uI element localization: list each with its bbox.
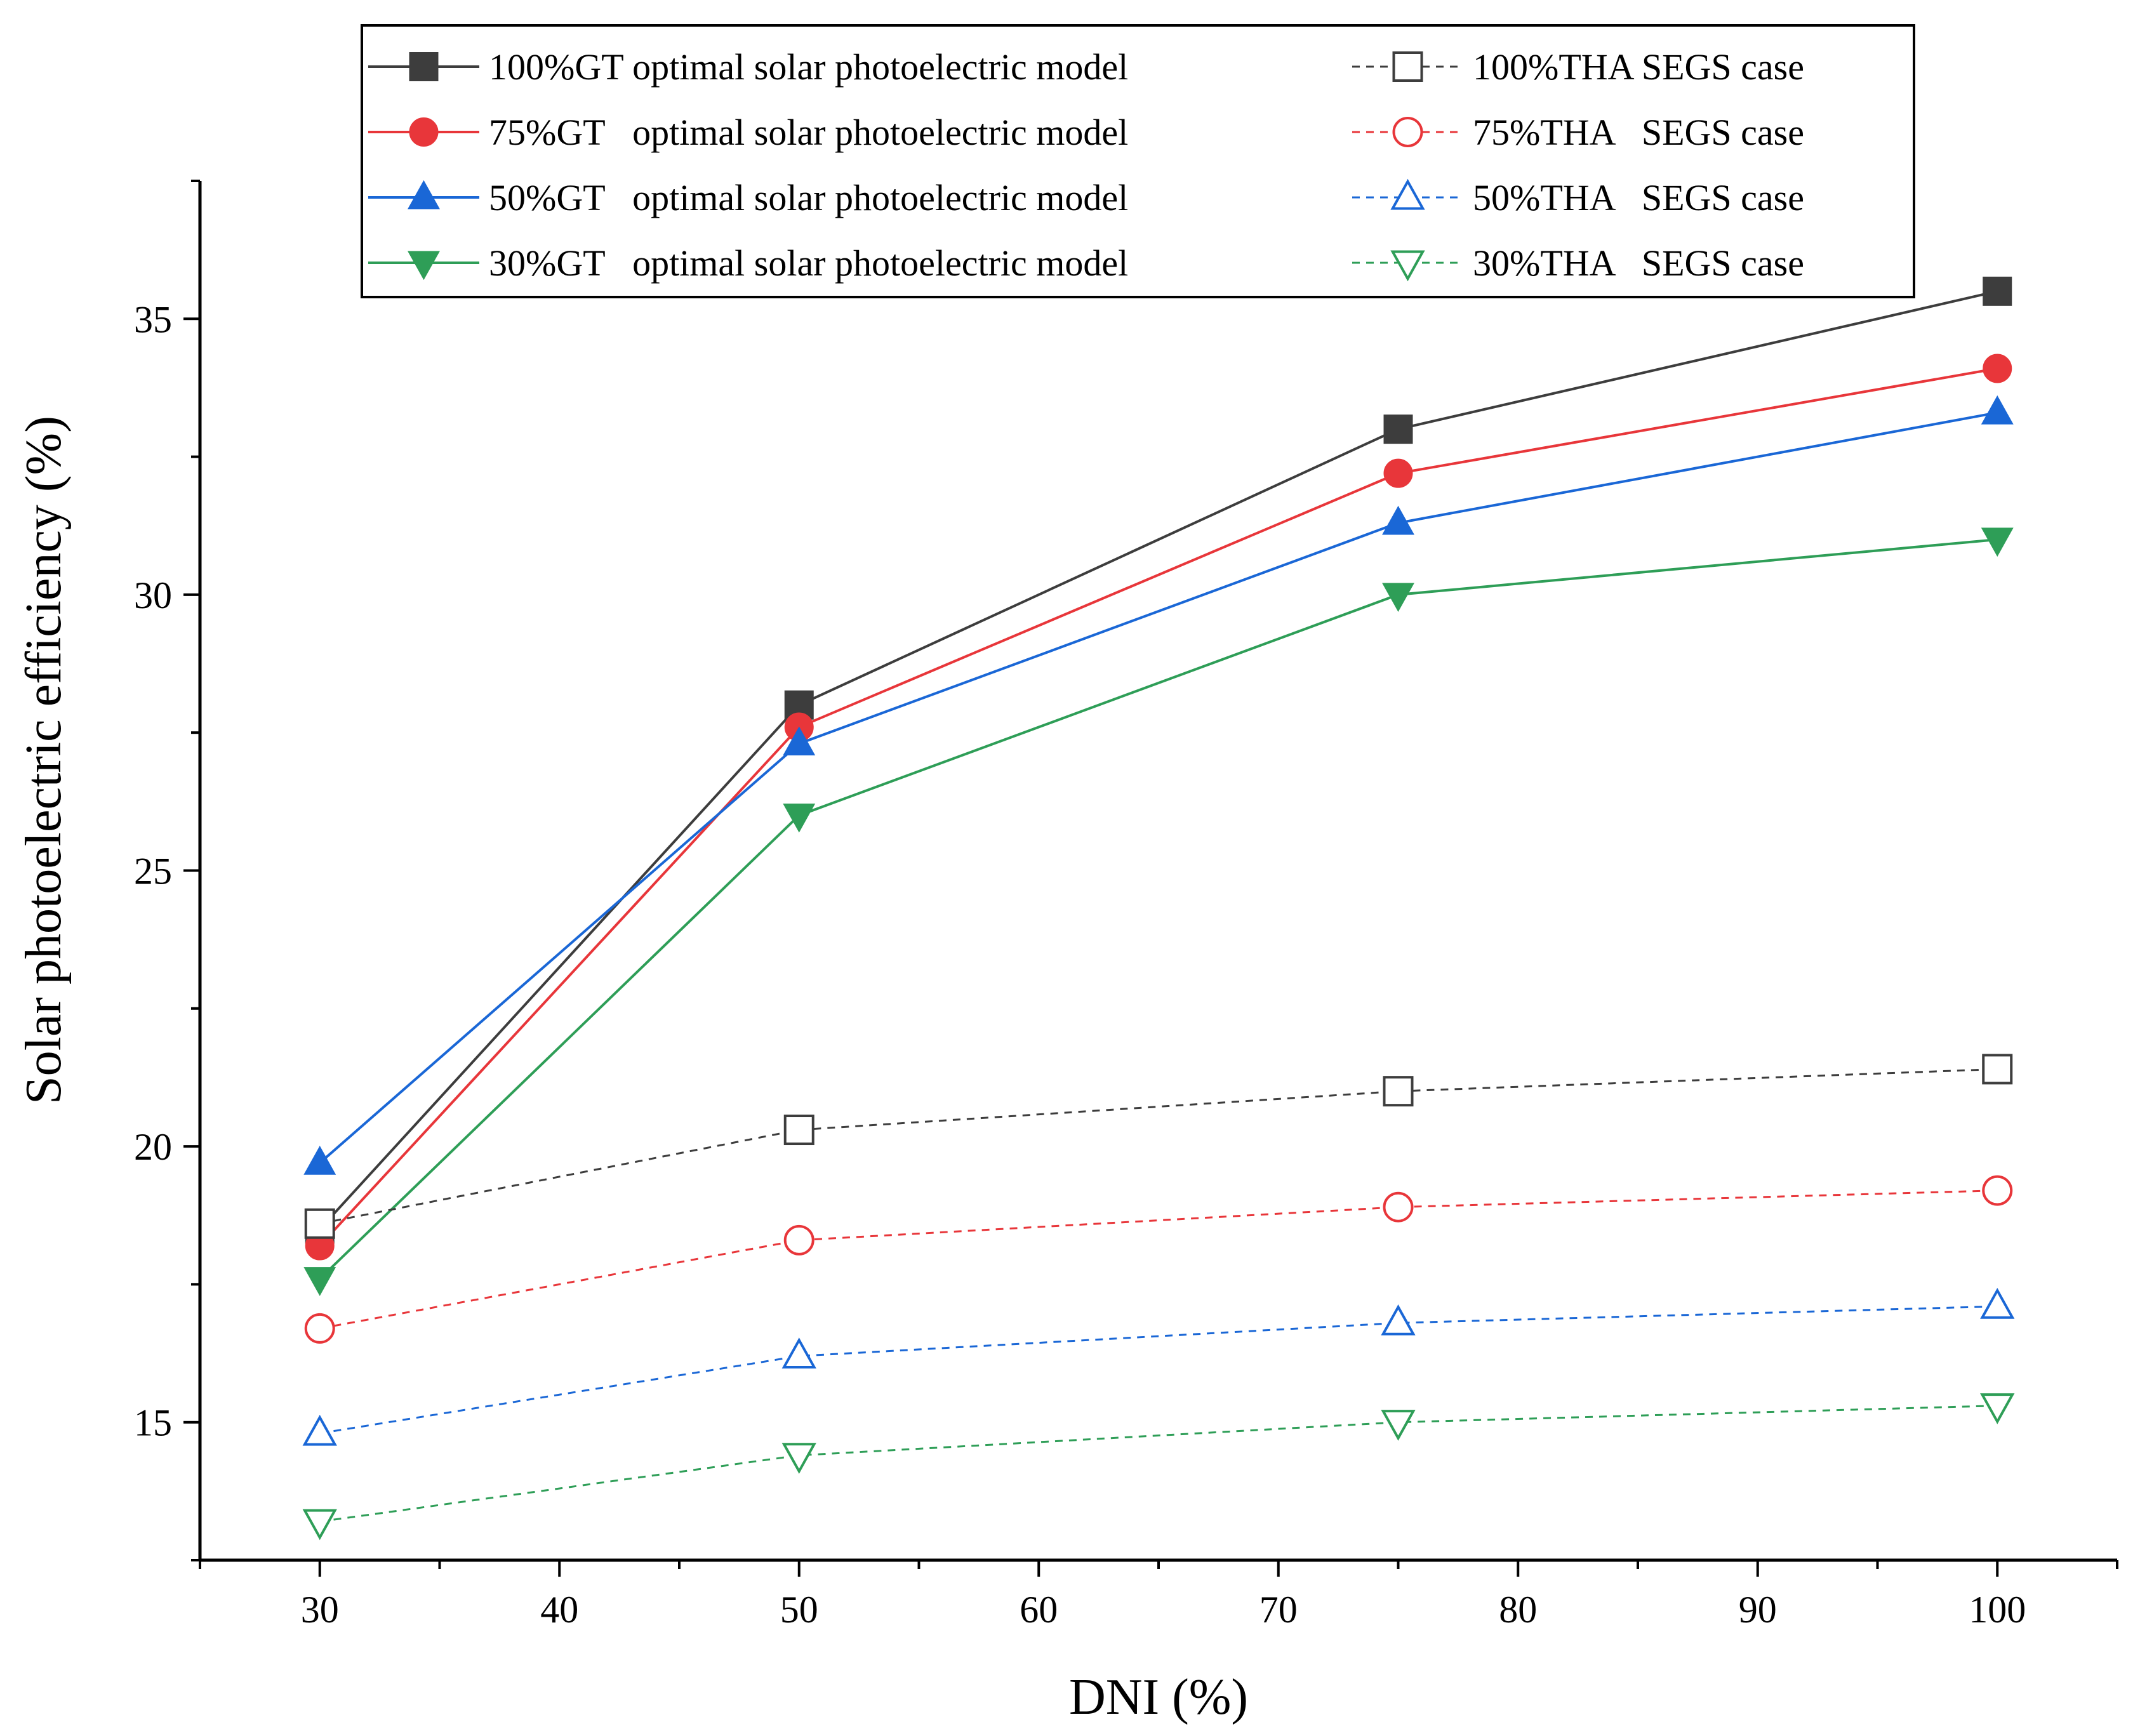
y-axis-title: Solar photoelectric efficiency (%)	[16, 416, 72, 1104]
series-line	[319, 1305, 1998, 1435]
x-tick-label: 40	[540, 1589, 578, 1631]
data-point	[1382, 583, 1414, 613]
data-point	[1383, 1076, 1414, 1107]
data-point	[1983, 276, 2012, 306]
data-point	[1381, 1410, 1416, 1441]
data-point	[304, 1208, 335, 1239]
legend-swatch-marker	[408, 180, 440, 209]
legend-item: 50%GT optimal solar photoelectric model	[368, 177, 1128, 218]
axes-layer: 30 40 50 60 70 80 90 100 15 20 25 30 35	[134, 180, 2118, 1631]
data-point	[1383, 1191, 1414, 1222]
data-point	[1981, 395, 2014, 425]
data-point	[783, 1224, 814, 1256]
data-point	[1383, 458, 1413, 488]
x-tick-label: 100	[1969, 1589, 2026, 1631]
x-tick-label: 60	[1020, 1589, 1058, 1631]
legend-item: 50%THA SEGS case	[1352, 177, 1804, 218]
legend-item: 100%THA SEGS case	[1352, 46, 1804, 88]
legend-item: 75%GT optimal solar photoelectric model	[368, 112, 1128, 153]
legend-swatch-marker	[409, 117, 439, 147]
data-point	[783, 1115, 814, 1146]
legend-label: 30%THA SEGS case	[1473, 242, 1804, 284]
legend-swatch-marker	[408, 251, 440, 281]
data-point	[1981, 527, 2014, 557]
y-tick-label: 25	[134, 851, 172, 892]
data-point	[302, 1414, 337, 1446]
legend-label: 75%THA SEGS case	[1473, 112, 1804, 153]
data-point	[1983, 354, 2012, 383]
series-layer	[302, 276, 2015, 1541]
legend-label: 50%THA SEGS case	[1473, 177, 1804, 218]
legend-swatch-marker	[1390, 250, 1425, 282]
series-2	[305, 354, 2012, 1261]
x-tick-label: 50	[780, 1589, 818, 1631]
series-line	[319, 411, 1998, 1164]
x-tick-label: 80	[1499, 1589, 1537, 1631]
legend-label: 75%GT optimal solar photoelectric model	[489, 112, 1128, 153]
x-axis-title: DNI (%)	[1069, 1669, 1248, 1725]
series-line	[319, 538, 1998, 1280]
legend-item: 100%GT optimal solar photoelectric model	[368, 46, 1128, 88]
series-line	[319, 367, 1998, 1247]
data-point	[303, 1267, 336, 1296]
series-5	[304, 1054, 2013, 1239]
legend-item: 75%THA SEGS case	[1352, 112, 1804, 153]
data-point	[303, 1146, 336, 1175]
series-6	[304, 1175, 2013, 1344]
data-point	[781, 1443, 816, 1474]
series-line	[319, 289, 1998, 1230]
data-point	[1980, 1287, 2015, 1319]
series-7	[302, 1287, 2015, 1446]
data-point	[1382, 505, 1414, 535]
y-tick-label: 15	[134, 1402, 172, 1444]
y-tick-label: 30	[134, 574, 172, 616]
x-tick-label: 90	[1739, 1589, 1777, 1631]
y-tick-label: 35	[134, 298, 172, 340]
x-tick-label: 70	[1259, 1589, 1298, 1631]
x-tick-label: 30	[301, 1589, 339, 1631]
series-line	[319, 1068, 1998, 1225]
data-point	[1383, 414, 1413, 444]
legend-label: 50%GT optimal solar photoelectric model	[489, 177, 1128, 218]
data-point	[783, 804, 816, 833]
legend-item: 30%GT optimal solar photoelectric model	[368, 242, 1128, 284]
legend: 100%GT optimal solar photoelectric model…	[361, 24, 1915, 298]
legend-swatch-marker	[1390, 178, 1425, 210]
y-tick-label: 20	[134, 1126, 172, 1168]
legend-swatch-marker	[1392, 51, 1423, 82]
data-point	[1982, 1054, 2013, 1085]
legend-item: 30%THA SEGS case	[1352, 242, 1804, 284]
data-point	[783, 726, 816, 756]
data-point	[1381, 1304, 1416, 1335]
legend-label: 100%GT optimal solar photoelectric model	[489, 46, 1128, 88]
series-line	[319, 1189, 1998, 1330]
data-point	[781, 1337, 816, 1368]
series-1	[305, 276, 2012, 1244]
series-3	[303, 395, 2014, 1175]
series-8	[302, 1393, 2015, 1541]
data-point	[1980, 1393, 2015, 1424]
legend-box	[361, 24, 1915, 298]
series-4	[303, 527, 2014, 1296]
data-point	[302, 1509, 337, 1541]
legend-label: 30%GT optimal solar photoelectric model	[489, 242, 1128, 284]
legend-label: 100%THA SEGS case	[1473, 46, 1804, 88]
legend-swatch-marker	[1392, 117, 1423, 147]
series-line	[319, 1405, 1998, 1523]
legend-swatch-marker	[409, 52, 439, 81]
data-point	[1982, 1175, 2013, 1206]
data-point	[304, 1313, 335, 1344]
